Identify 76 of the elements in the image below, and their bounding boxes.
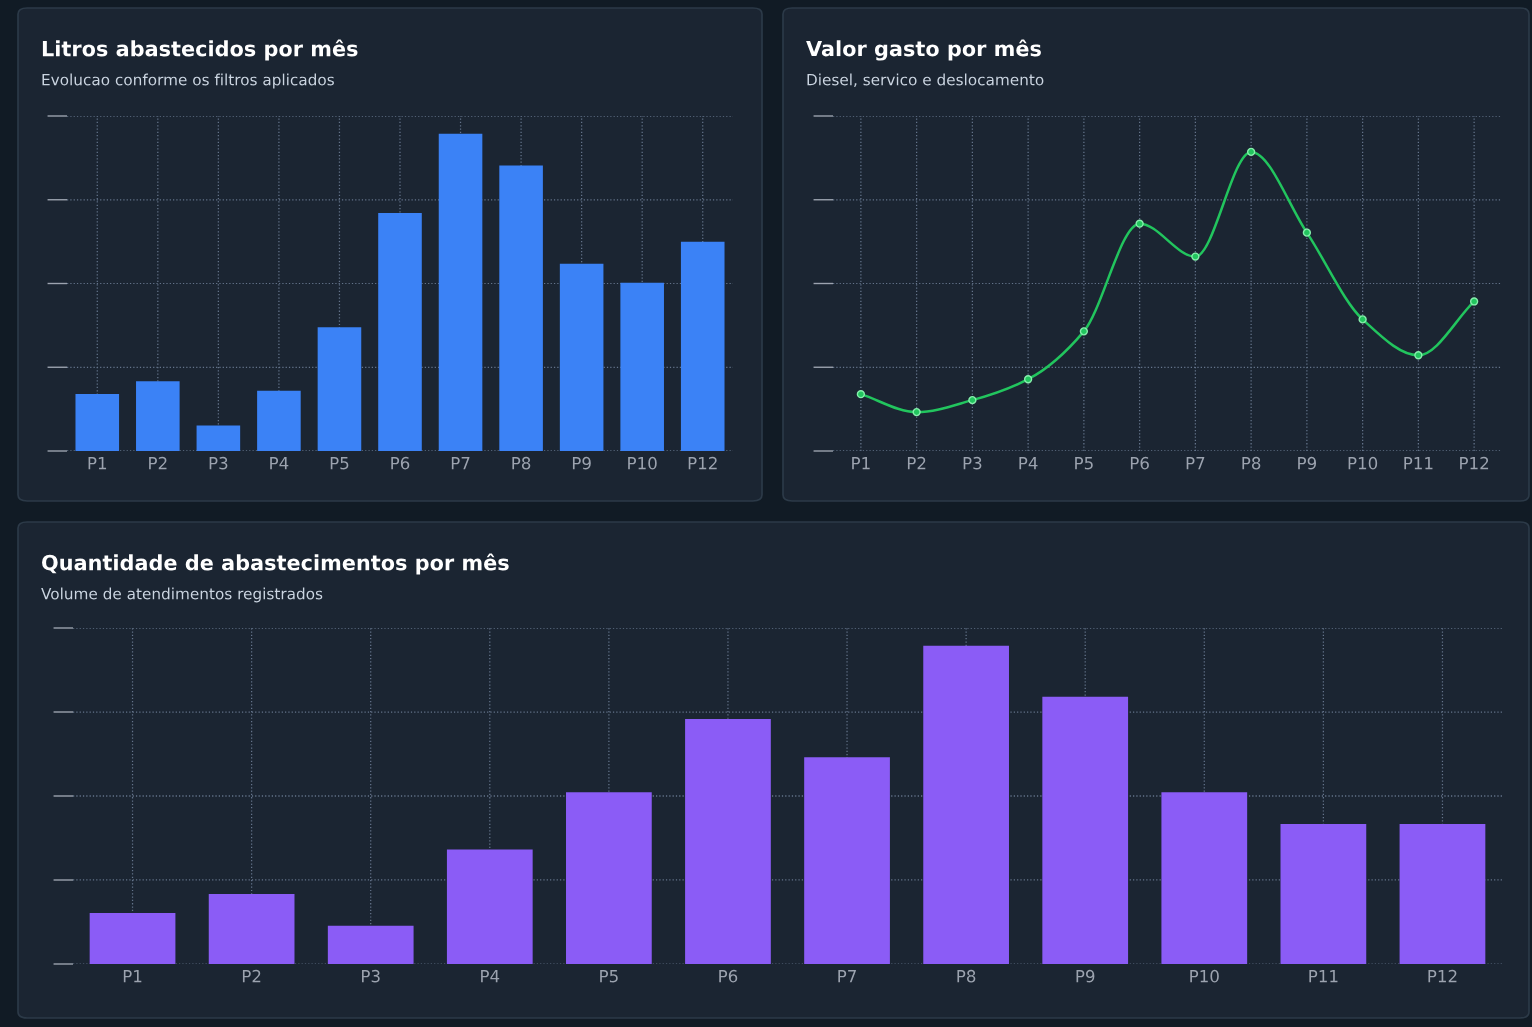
bar (378, 213, 422, 451)
bar (1280, 824, 1367, 964)
x-tick-label: P9 (572, 456, 591, 470)
point (968, 395, 977, 405)
bar (208, 894, 295, 964)
x-tick-label: P3 (362, 969, 380, 983)
point (1135, 219, 1144, 228)
chart-title: Litros abastecidos por mês (42, 39, 358, 61)
x-tick-label: P2 (149, 456, 167, 470)
x-tick-label: P10 (1348, 456, 1378, 470)
bar (804, 757, 890, 964)
bar (499, 165, 543, 451)
point (912, 407, 921, 417)
x-tick-label: P10 (1190, 969, 1219, 983)
bar (559, 263, 604, 451)
bar (566, 792, 652, 964)
bar (196, 425, 241, 451)
x-tick-label: P7 (1186, 457, 1205, 470)
bar (923, 645, 1009, 964)
x-tick-label: P4 (1019, 457, 1038, 470)
chart-subtitle: Diesel, servico e deslocamento (807, 73, 1044, 87)
x-tick-label: P9 (1298, 456, 1317, 470)
point (1246, 147, 1256, 157)
bar (685, 719, 771, 964)
x-tick-label: P11 (1309, 970, 1338, 983)
x-tick-label: P12 (1460, 456, 1489, 470)
chart-subtitle: Evolucao conforme os filtros aplicados (42, 73, 334, 89)
x-tick-label: P6 (391, 456, 410, 470)
bar (1161, 792, 1248, 964)
point (1191, 252, 1200, 261)
x-tick-label: P5 (330, 457, 349, 470)
x-tick-label: P8 (1242, 456, 1261, 470)
x-tick-label: P1 (123, 970, 142, 983)
x-tick-label: P12 (1428, 969, 1457, 983)
x-tick-label: P5 (600, 970, 618, 983)
x-tick-label: P8 (957, 969, 976, 983)
bar (136, 381, 180, 451)
x-tick-label: P12 (688, 456, 717, 470)
bar (620, 282, 664, 451)
x-tick-label: P11 (1404, 457, 1433, 470)
x-tick-label: P8 (512, 456, 531, 470)
x-tick-label: P5 (1075, 457, 1093, 470)
bar (75, 393, 120, 451)
x-tick-label: P2 (242, 969, 261, 983)
point (1414, 351, 1423, 360)
point (1302, 228, 1312, 237)
x-tick-label: P6 (1130, 456, 1149, 470)
chart-title: Quantidade de abastecimentos por mês (42, 553, 509, 575)
bar (317, 327, 362, 451)
x-tick-label: P7 (838, 970, 856, 983)
x-tick-label: P4 (481, 970, 500, 983)
x-tick-label: P6 (719, 969, 738, 983)
chart-subtitle: Volume de atendimentos registrados (41, 587, 323, 603)
x-tick-label: P7 (451, 457, 470, 470)
x-tick-label: P3 (963, 456, 982, 470)
point (1469, 297, 1479, 306)
point (1023, 375, 1033, 384)
bar (438, 133, 483, 451)
point (856, 390, 866, 399)
point (1079, 327, 1089, 336)
bar (327, 925, 414, 964)
point (1358, 315, 1367, 324)
chart-title: Valor gasto por mês (806, 39, 1041, 61)
bar (680, 241, 725, 451)
x-tick-label: P1 (88, 457, 107, 470)
bar (257, 390, 301, 451)
x-tick-label: P2 (907, 456, 926, 470)
x-tick-label: P1 (852, 457, 870, 470)
bar (1042, 696, 1129, 964)
x-tick-label: P3 (209, 456, 228, 470)
bar (1399, 824, 1486, 964)
x-tick-label: P9 (1076, 969, 1095, 983)
bar (89, 913, 176, 964)
x-tick-label: P10 (628, 456, 657, 470)
bar (446, 849, 533, 964)
x-tick-label: P4 (270, 457, 289, 470)
